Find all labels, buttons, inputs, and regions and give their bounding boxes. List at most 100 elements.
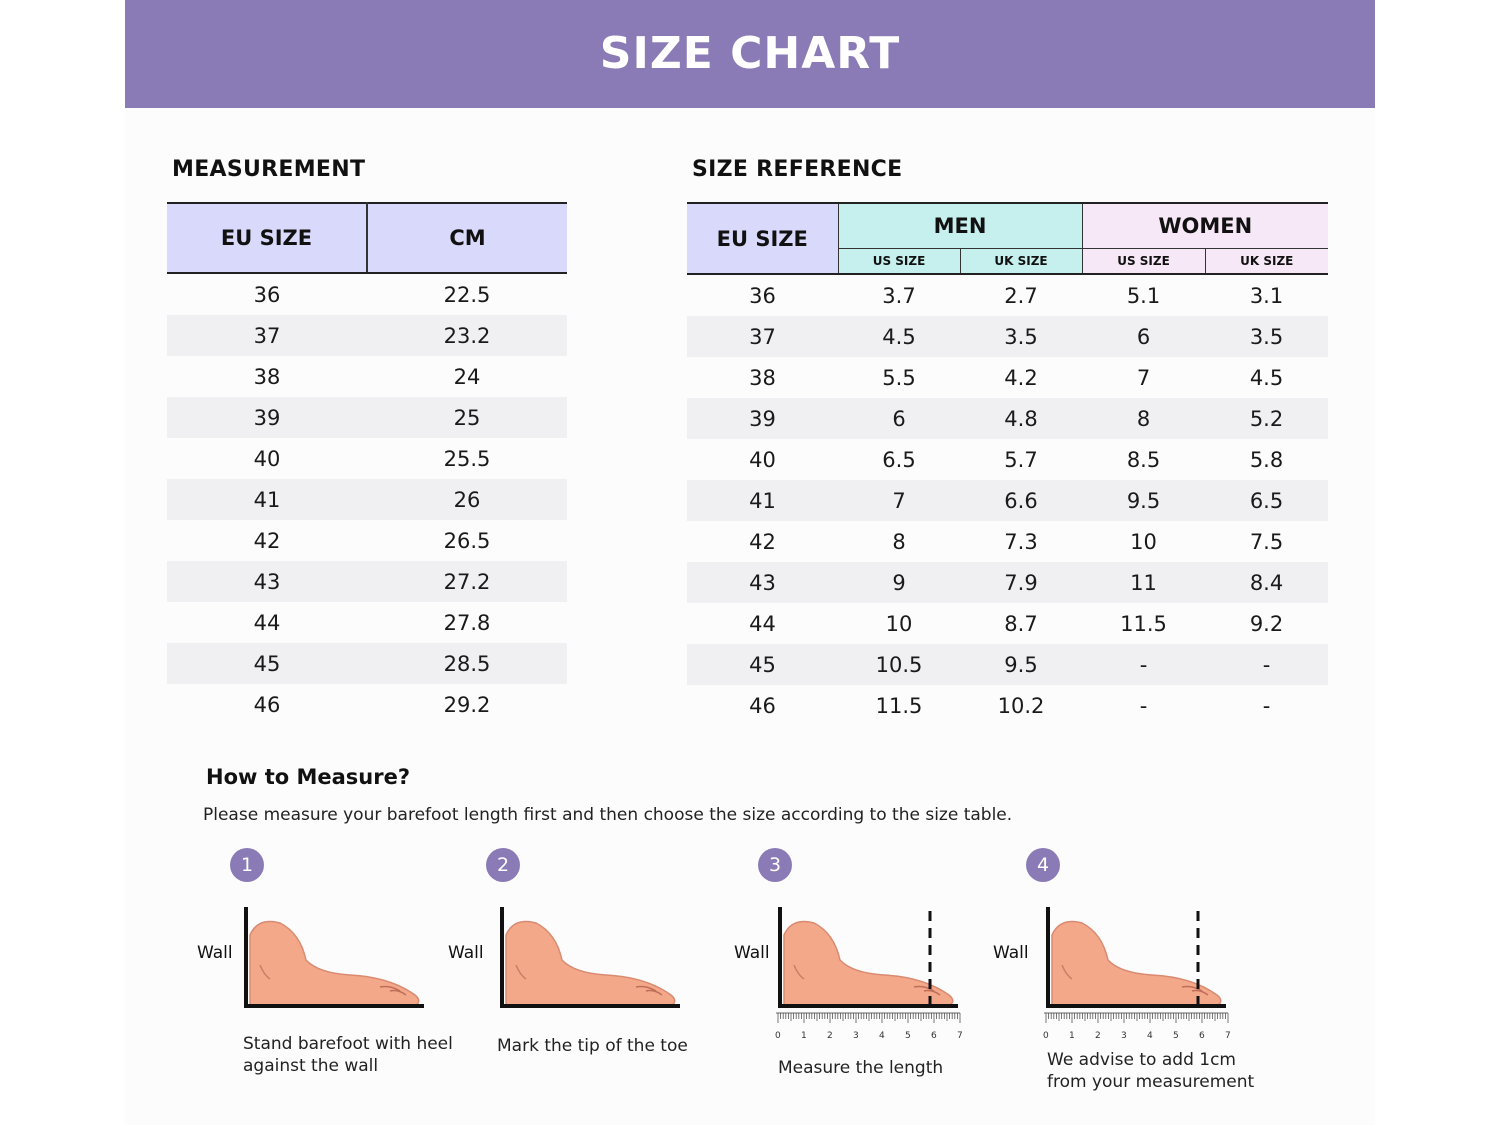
ruler-tick-label: 6 (931, 1031, 937, 1041)
measurement-table: EU SIZE CM 36 22.5 37 23.2 38 24 39 25 40 25.5 41 2… (167, 202, 567, 725)
wall-label: Wall (448, 943, 484, 963)
women-us-cell: 11.5 (1120, 611, 1167, 636)
eu-size-cell: 43 (687, 562, 838, 603)
table-row: 46 11.5 10.2 - - (687, 685, 1328, 726)
size-reference-body: 36 3.7 2.7 5.1 3.1 37 4.5 3.5 6 3.5 38 5.5 4.2 7 4.5 39… (687, 274, 1329, 726)
step-caption-line: We advise to add 1cm (1047, 1050, 1236, 1070)
men-uk-size-header: UK SIZE (959, 248, 1083, 275)
foot-illustration-icon (776, 907, 961, 1023)
women-uk-cell: 5.8 (1249, 447, 1284, 472)
women-us-cell: 11 (1082, 562, 1206, 603)
cm-cell: 25.5 (443, 446, 491, 471)
eu-size-cell: 42 (253, 528, 281, 553)
men-us-cell: 7 (838, 480, 960, 521)
foot-illustration-icon (500, 907, 680, 1008)
eu-size-cell: 45 (687, 644, 838, 685)
men-uk-cell: 10.2 (997, 693, 1045, 718)
foot-illustration-icon (1044, 907, 1229, 1023)
women-us-cell: - (1139, 693, 1148, 718)
ruler-tick-label: 3 (853, 1031, 859, 1041)
cm-cell: 29.2 (443, 692, 491, 717)
eu-size-cell: 38 (749, 365, 776, 390)
ruler-tick-label: 6 (1199, 1031, 1205, 1041)
eu-size-cell: 42 (749, 529, 776, 554)
men-us-cell: 3.7 (882, 283, 916, 308)
ruler-tick-label: 7 (1225, 1031, 1231, 1041)
eu-size-cell: 39 (687, 398, 838, 439)
step-caption-line: from your measurement (1047, 1072, 1255, 1092)
table-row: 39 6 4.8 8 5.2 (687, 398, 1329, 439)
ruler-tick-label: 1 (801, 1031, 807, 1041)
eu-size-cell: 41 (687, 480, 838, 521)
table-row: 39 25 (167, 397, 567, 438)
size-reference-table: EU SIZE MEN WOMEN US SIZE UK SIZE US SIZ… (687, 202, 1329, 726)
reference-eu-header: EU SIZE (687, 202, 839, 275)
table-row: 42 26.5 (167, 520, 567, 561)
table-row: 36 3.7 2.7 5.1 3.1 (687, 274, 1328, 316)
eu-size-cell: 41 (167, 479, 367, 520)
eu-size-cell: 44 (749, 611, 776, 636)
step-number-badge: 3 (758, 848, 792, 882)
men-uk-cell: 9.5 (960, 644, 1083, 685)
men-us-cell: 10 (885, 611, 913, 636)
men-us-cell: 6 (838, 398, 960, 439)
cm-cell: 26 (367, 479, 567, 520)
table-row: 40 6.5 5.7 8.5 5.8 (687, 439, 1328, 480)
foot-illustration-icon (244, 907, 424, 1008)
women-us-cell: 10 (1130, 529, 1157, 554)
women-us-cell: 8 (1082, 398, 1206, 439)
men-uk-cell: 4.8 (960, 398, 1083, 439)
step-caption-line: Mark the tip of the toe (497, 1036, 688, 1056)
how-to-title: How to Measure? (206, 765, 411, 789)
eu-size-cell: 46 (749, 693, 776, 718)
wall-label: Wall (197, 943, 233, 963)
table-row: 43 9 7.9 11 8.4 (687, 562, 1329, 603)
eu-size-cell: 37 (687, 316, 838, 357)
eu-size-cell: 39 (167, 397, 367, 438)
eu-size-cell: 40 (253, 446, 281, 471)
women-uk-cell: 7.5 (1249, 529, 1284, 554)
men-us-cell: 10.5 (838, 644, 960, 685)
table-row: 45 10.5 9.5- - (687, 644, 1329, 685)
eu-size-cell: 37 (167, 315, 367, 356)
step-number-badge: 1 (230, 848, 264, 882)
measurement-eu-header: EU SIZE (167, 202, 368, 274)
wall-label: Wall (993, 943, 1029, 963)
eu-size-cell: 40 (749, 447, 776, 472)
women-us-cell: 8.5 (1126, 447, 1161, 472)
women-uk-cell: 8.4 (1205, 562, 1329, 603)
women-us-size-header: US SIZE (1081, 248, 1206, 275)
table-row: 41 7 6.6 9.5 6.5 (687, 480, 1329, 521)
ruler-tick-label: 7 (957, 1031, 963, 1041)
ruler-tick-label: 4 (1147, 1031, 1153, 1041)
men-us-cell: 4.5 (838, 316, 960, 357)
women-uk-cell: - (1262, 693, 1271, 718)
eu-size-cell: 36 (749, 283, 776, 308)
cm-cell: 23.2 (367, 315, 567, 356)
measurement-body: 36 22.5 37 23.2 38 24 39 25 40 25.5 41 26 42 26.5 43 27… (167, 273, 567, 725)
ruler-tick-label: 1 (1069, 1031, 1075, 1041)
how-to-description: Please measure your barefoot length firs… (203, 805, 1013, 825)
table-row: 38 24 (167, 356, 567, 397)
table-row: 38 5.5 4.2 7 4.5 (687, 357, 1328, 398)
measurement-cm-header: CM (367, 202, 567, 274)
step-caption: Mark the tip of the toe (497, 1035, 727, 1057)
men-header: MEN (837, 202, 1083, 249)
table-row: 44 27.8 (167, 602, 567, 643)
cm-cell: 22.5 (443, 282, 491, 307)
step-number-badge: 4 (1026, 848, 1060, 882)
step-caption-line: Measure the length (778, 1058, 944, 1078)
ruler-tick-label: 2 (827, 1031, 833, 1041)
women-uk-cell: 3.5 (1205, 316, 1329, 357)
eu-size-cell: 46 (253, 692, 281, 717)
women-us-cell: - (1082, 644, 1206, 685)
men-us-cell: 11.5 (875, 693, 923, 718)
measurement-title: MEASUREMENT (172, 157, 366, 182)
size-reference-title: SIZE REFERENCE (692, 157, 903, 182)
table-row: 36 22.5 (167, 273, 567, 315)
men-us-cell: 9 (838, 562, 960, 603)
table-row: 45 28.5 (167, 643, 567, 684)
table-row: 44 10 8.7 11.5 9.2 (687, 603, 1328, 644)
women-uk-cell: 9.2 (1249, 611, 1284, 636)
eu-size-cell: 38 (253, 364, 281, 389)
